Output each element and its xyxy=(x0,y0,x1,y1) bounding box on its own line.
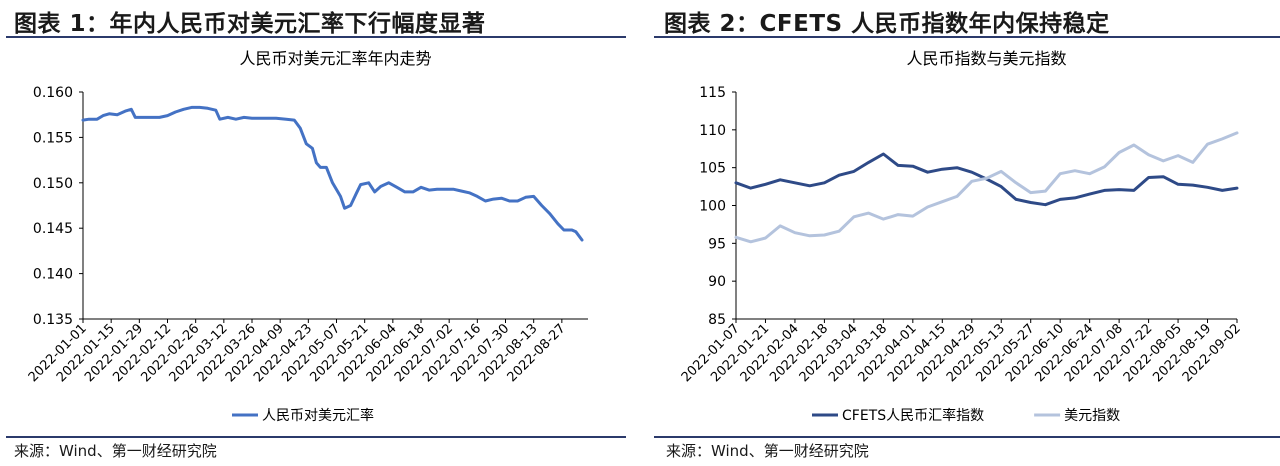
y-tick-label: 0.145 xyxy=(33,221,73,237)
source-divider xyxy=(6,436,626,438)
y-tick-label: 115 xyxy=(699,85,726,101)
source-note: 来源：Wind、第一财经研究院 xyxy=(14,442,217,460)
y-tick-label: 110 xyxy=(699,123,726,139)
figure-title: 图表 2：CFETS 人民币指数年内保持稳定 xyxy=(664,11,1110,37)
y-tick-label: 0.135 xyxy=(33,312,73,328)
legend-label: 美元指数 xyxy=(1064,408,1120,424)
y-tick-label: 85 xyxy=(708,312,726,328)
series-line xyxy=(81,105,584,242)
chart-left: 人民币对美元汇率年内走势 0.135 0.140 0.145 0.150 0.155 0.1… xyxy=(26,49,588,424)
series-line xyxy=(734,131,1239,244)
title-divider xyxy=(6,36,626,38)
title-divider xyxy=(654,36,1280,38)
chart-panel-left: 图表 1：年内人民币对美元汇率下行幅度显著 人民币对美元汇率年内走势 0.135 0… xyxy=(0,0,626,466)
figure-title: 图表 1：年内人民币对美元汇率下行幅度显著 xyxy=(14,11,486,37)
y-tick-label: 0.160 xyxy=(33,85,73,101)
legend-label: 人民币对美元汇率 xyxy=(262,407,374,424)
chart-title: 人民币对美元汇率年内走势 xyxy=(239,49,431,68)
y-tick-label: 105 xyxy=(699,161,726,177)
y-tick-label: 0.140 xyxy=(33,267,73,283)
y-tick-label: 0.155 xyxy=(33,130,73,146)
y-tick-label: 95 xyxy=(708,236,726,252)
y-tick-label: 100 xyxy=(699,199,726,215)
chart-title: 人民币指数与美元指数 xyxy=(906,49,1066,68)
y-tick-label: 0.150 xyxy=(33,176,73,192)
chart-right: 人民币指数与美元指数8590951001051101152022-01-0720… xyxy=(679,49,1244,424)
legend-label: CFETS人民币汇率指数 xyxy=(842,407,984,424)
chart-panel-right: 图表 2：CFETS 人民币指数年内保持稳定 人民币指数与美元指数 85 90 95 1… xyxy=(654,0,1280,466)
source-note: 来源：Wind、第一财经研究院 xyxy=(666,442,869,460)
y-tick-label: 90 xyxy=(708,274,726,290)
source-divider xyxy=(654,436,1280,438)
